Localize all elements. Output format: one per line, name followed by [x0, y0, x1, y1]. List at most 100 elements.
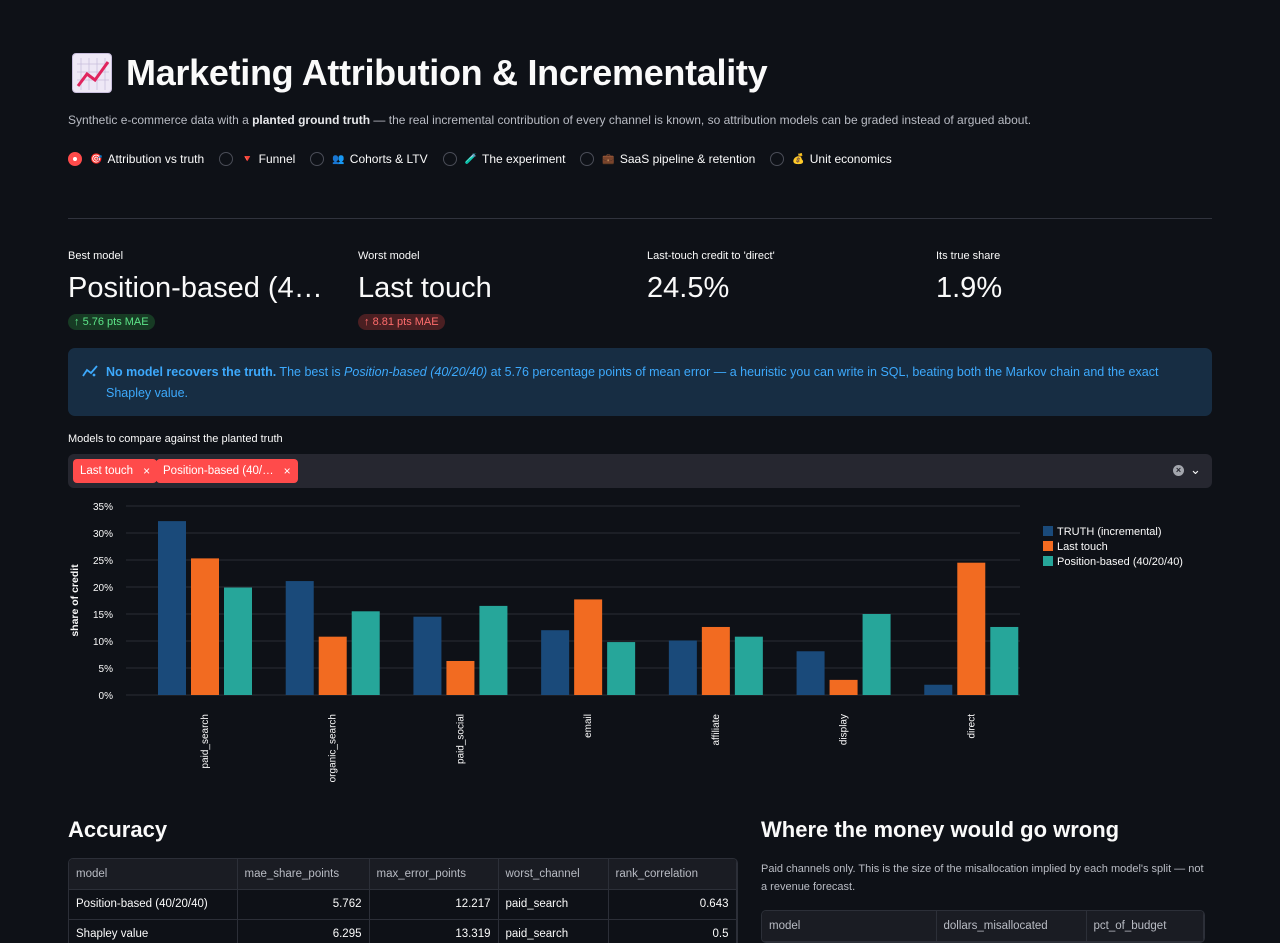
- close-icon[interactable]: ×: [283, 464, 291, 478]
- column-header[interactable]: model: [69, 859, 238, 890]
- x-tick-label: affiliate: [711, 714, 722, 746]
- bar-paid_search-1: [191, 558, 219, 695]
- bar-display-0: [796, 651, 825, 695]
- y-axis-label: share of credit: [69, 564, 81, 637]
- radio-selected-icon[interactable]: [68, 152, 82, 166]
- metric-value: Last touch: [358, 272, 492, 304]
- close-icon[interactable]: ×: [143, 464, 151, 478]
- bar-email-1: [574, 599, 603, 695]
- bar-email-2: [607, 642, 636, 695]
- legend-swatch: [1043, 541, 1053, 551]
- briefcase-icon: 💼: [602, 153, 615, 165]
- metric-value: 24.5%: [647, 272, 730, 304]
- bar-paid_social-1: [446, 660, 475, 695]
- bar-affiliate-0: [668, 640, 697, 695]
- chevron-down-icon[interactable]: ⌄: [1190, 462, 1201, 477]
- page-subtitle: Synthetic e-commerce data with a planted…: [68, 113, 1032, 127]
- radio-attribution-vs-truth[interactable]: 🎯 Attribution vs truth: [68, 152, 204, 166]
- table-cell: paid_search: [498, 889, 609, 920]
- column-header[interactable]: dollars_misallocated: [936, 911, 1087, 942]
- view-radio-group: 🎯 Attribution vs truth 🔻 Funnel 👥 Cohorts &…: [68, 152, 907, 166]
- radio-the-experiment[interactable]: 🧪 The experiment: [442, 152, 565, 166]
- triangle-down-icon: 🔻: [241, 153, 254, 165]
- column-header[interactable]: mae_share_points: [237, 859, 370, 890]
- y-tick-label: 30%: [93, 529, 113, 540]
- table-cell: Shapley value: [69, 919, 238, 943]
- page-title: Marketing Attribution & Incrementality: [72, 52, 768, 94]
- metric-label: Best model: [68, 250, 124, 262]
- bar-paid_social-2: [479, 605, 508, 695]
- bar-organic_search-2: [351, 611, 380, 695]
- test-tube-icon: 🧪: [464, 153, 478, 165]
- legend-label: Position-based (40/20/40): [1057, 556, 1183, 568]
- money-note: Paid channels only. This is the size of …: [761, 863, 1204, 893]
- money-heading: Where the money would go wrong: [761, 817, 1120, 842]
- models-multiselect[interactable]: Last touch × Position-based (40/… × × ⌄: [68, 454, 1212, 488]
- radio-unit-economics[interactable]: 💰 Unit economics: [770, 152, 892, 166]
- column-header[interactable]: rank_correlation: [608, 859, 737, 890]
- chip-last-touch[interactable]: Last touch ×: [73, 459, 158, 483]
- title-text: Marketing Attribution & Incrementality: [126, 52, 768, 93]
- metric-value: 1.9%: [936, 272, 1003, 304]
- bar-paid_social-0: [413, 616, 442, 695]
- info-callout: No model recovers the truth. The best is…: [68, 348, 1212, 416]
- y-tick-label: 0%: [99, 691, 114, 702]
- x-tick-label: direct: [966, 714, 977, 739]
- y-tick-label: 35%: [93, 502, 113, 513]
- people-icon: 👥: [332, 153, 345, 165]
- table-cell: 13.319: [369, 919, 499, 943]
- target-icon: 🎯: [90, 153, 103, 165]
- table-cell: 5.762: [237, 889, 370, 920]
- metric-value: Position-based (40/20/40): [68, 272, 338, 304]
- trend-icon: [82, 365, 98, 377]
- column-header[interactable]: max_error_points: [369, 859, 499, 890]
- clear-icon[interactable]: ×: [1173, 465, 1184, 476]
- y-tick-label: 10%: [93, 637, 113, 648]
- radio-icon[interactable]: [219, 152, 234, 166]
- y-tick-label: 5%: [99, 664, 114, 675]
- legend-swatch: [1043, 556, 1053, 566]
- x-tick-label: email: [583, 714, 594, 738]
- metric-delta: ↑ 5.76 pts MAE: [68, 314, 155, 330]
- metric-label: Last-touch credit to 'direct': [647, 250, 775, 262]
- table-cell: Position-based (40/20/40): [69, 889, 238, 920]
- radio-icon[interactable]: [310, 152, 325, 166]
- metric-delta: ↑ 8.81 pts MAE: [358, 314, 445, 330]
- table-row: Position-based (40/20/40) 5.762 12.217 p…: [69, 889, 737, 920]
- bar-direct-1: [957, 562, 986, 695]
- bar-organic_search-0: [285, 581, 314, 695]
- metric-label: Its true share: [936, 250, 1001, 262]
- radio-icon[interactable]: [442, 152, 457, 166]
- table-cell: 6.295: [237, 919, 370, 943]
- bar-email-0: [541, 630, 570, 695]
- bar-display-2: [862, 614, 891, 695]
- y-tick-label: 25%: [93, 556, 113, 567]
- metric-worst-model: Worst model Last touch ↑ 8.81 pts MAE: [358, 250, 492, 330]
- table-cell: 0.5: [608, 919, 737, 943]
- y-tick-label: 15%: [93, 610, 113, 621]
- bar-paid_search-2: [224, 587, 252, 695]
- money-table: model dollars_misallocated pct_of_budget: [761, 910, 1205, 943]
- metric-direct-credit: Last-touch credit to 'direct' 24.5%: [647, 250, 775, 305]
- radio-icon[interactable]: [580, 152, 595, 166]
- column-header[interactable]: worst_channel: [498, 859, 609, 890]
- radio-cohorts-ltv[interactable]: 👥 Cohorts & LTV: [310, 152, 428, 166]
- x-tick-label: display: [839, 714, 850, 745]
- accuracy-table: model mae_share_points max_error_points …: [68, 858, 738, 943]
- radio-funnel[interactable]: 🔻 Funnel: [219, 152, 295, 166]
- column-header[interactable]: pct_of_budget: [1086, 911, 1204, 942]
- legend-swatch: [1043, 526, 1053, 536]
- column-header[interactable]: model: [762, 911, 937, 942]
- legend-label: TRUTH (incremental): [1057, 526, 1162, 538]
- radio-saas-pipeline[interactable]: 💼 SaaS pipeline & retention: [580, 152, 755, 166]
- table-row: Shapley value 6.295 13.319 paid_search 0…: [69, 919, 737, 943]
- attribution-bar-chart: 0% 5% 10% 15% 20% 25% 30% 35% share of credit pai…: [69, 502, 1183, 782]
- radio-icon[interactable]: [770, 152, 785, 166]
- bar-direct-2: [990, 626, 1019, 695]
- chip-position-based[interactable]: Position-based (40/… ×: [156, 459, 298, 483]
- x-tick-label: paid_social: [455, 714, 466, 764]
- bar-affiliate-2: [734, 636, 763, 695]
- x-tick-label: paid_search: [200, 714, 211, 768]
- bar-organic_search-1: [318, 636, 347, 695]
